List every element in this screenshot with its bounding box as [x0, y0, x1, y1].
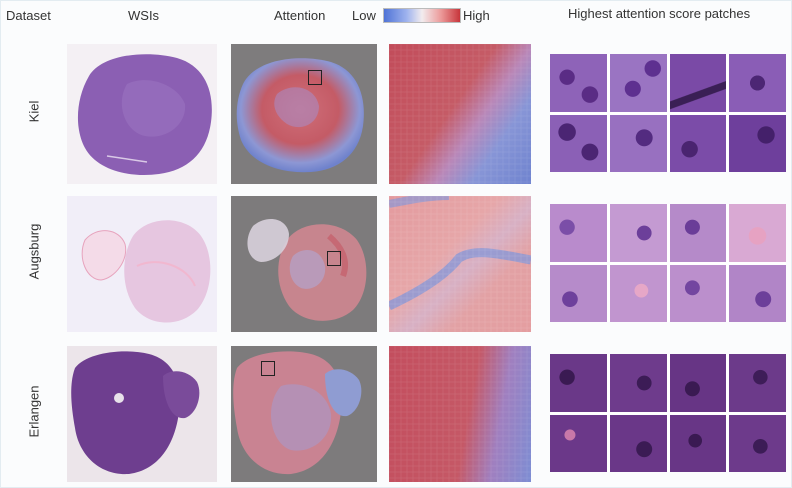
zoom-attention-erlangen — [389, 346, 531, 482]
colorbar-low-label: Low — [352, 8, 376, 23]
zoom-box-augsburg — [327, 251, 341, 266]
zoom-attention-kiel — [389, 44, 531, 184]
patch-augsburg-4 — [729, 204, 786, 262]
header-dataset: Dataset — [6, 8, 51, 23]
patch-augsburg-6 — [609, 264, 667, 322]
row-label-erlangen: Erlangen — [26, 385, 42, 438]
wsi-augsburg-tissue — [81, 220, 211, 323]
patch-erlangen-5 — [550, 414, 607, 472]
patch-augsburg-3 — [669, 204, 727, 262]
patch-augsburg-7 — [669, 264, 727, 322]
wsi-kiel-tissue — [77, 54, 212, 175]
patch-augsburg-8 — [729, 264, 786, 322]
patch-erlangen-6 — [609, 414, 667, 472]
patch-erlangen-4 — [729, 354, 786, 412]
patches-augsburg — [550, 204, 786, 322]
attention-map-erlangen-overlay — [233, 351, 362, 475]
patch-erlangen-1 — [550, 354, 607, 412]
row-label-kiel: Kiel — [26, 100, 42, 123]
row-label-augsburg: Augsburg — [26, 223, 42, 280]
patches-kiel — [550, 54, 786, 172]
header-wsis: WSIs — [128, 8, 160, 23]
attention-map-kiel-overlay — [236, 58, 364, 173]
patch-augsburg-2 — [609, 204, 667, 262]
patch-augsburg-1 — [550, 204, 607, 262]
header-attention: Attention — [274, 8, 326, 23]
zoom-box-kiel — [308, 70, 322, 85]
zoom-attention-augsburg — [389, 196, 531, 332]
patches-erlangen — [550, 354, 786, 472]
patch-kiel-2 — [609, 54, 667, 112]
zoom-box-erlangen — [261, 361, 275, 376]
wsi-erlangen — [67, 346, 217, 482]
patch-kiel-6 — [609, 114, 667, 172]
zoom-attention-augsburg-grid — [389, 196, 531, 332]
patch-kiel-5 — [550, 114, 607, 172]
patch-augsburg-5 — [550, 264, 607, 322]
patch-kiel-3 — [669, 54, 727, 112]
patch-kiel-1 — [550, 54, 607, 112]
patch-erlangen-8 — [729, 414, 786, 472]
patch-kiel-8 — [729, 114, 786, 172]
patch-kiel-4 — [729, 54, 786, 112]
zoom-attention-kiel-grid — [389, 44, 531, 184]
colorbar-high-label: High — [463, 8, 490, 23]
attention-map-kiel — [231, 44, 377, 184]
attention-colorbar — [383, 8, 461, 23]
patch-erlangen-7 — [669, 414, 727, 472]
wsi-kiel — [67, 44, 217, 184]
wsi-augsburg — [67, 196, 217, 332]
patch-erlangen-2 — [609, 354, 667, 412]
patch-erlangen-3 — [669, 354, 727, 412]
header-highest-patches: Highest attention score patches — [568, 6, 751, 21]
zoom-attention-erlangen-grid — [389, 346, 531, 482]
attention-map-augsburg-overlay — [247, 219, 367, 321]
patch-kiel-7 — [669, 114, 727, 172]
wsi-erlangen-tissue — [71, 351, 200, 475]
attention-map-erlangen — [231, 346, 377, 482]
attention-map-augsburg — [231, 196, 377, 332]
